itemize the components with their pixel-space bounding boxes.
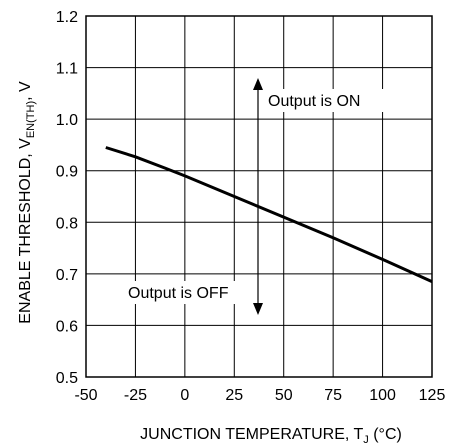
x-tick-label: 100 <box>369 387 396 404</box>
plot-frame <box>85 15 433 378</box>
y-axis-title-unit: , V <box>17 81 34 101</box>
y-tick-label: 1.2 <box>56 9 78 26</box>
y-tick-label: 0.5 <box>56 370 78 387</box>
x-axis-title-sub: J <box>363 434 369 445</box>
threshold-curve <box>105 146 433 283</box>
y-tick-labels: 0.5 0.6 0.7 0.8 0.9 1.0 1.1 1.2 <box>56 9 78 387</box>
y-tick-label: 0.8 <box>56 215 78 232</box>
y-tick-label: 1.0 <box>56 112 78 129</box>
x-axis-title-main: JUNCTION TEMPERATURE, T <box>140 426 363 443</box>
on-label-background <box>264 89 388 112</box>
x-tick-label: 0 <box>180 387 189 404</box>
grid-lines <box>86 16 432 377</box>
y-axis-title-sub: EN(TH) <box>25 101 37 138</box>
output-arrow <box>253 78 263 315</box>
x-tick-label: 25 <box>225 387 243 404</box>
x-tick-label: 75 <box>324 387 342 404</box>
x-tick-labels: -50 -25 0 25 50 75 100 125 <box>74 387 445 404</box>
arrow-down-head <box>253 303 263 315</box>
off-label-background <box>124 281 252 304</box>
arrow-up-head <box>253 78 263 90</box>
x-axis-title-unit: (°C) <box>369 426 402 443</box>
output-on-label: Output is ON <box>268 93 360 110</box>
x-tick-label: 125 <box>419 387 446 404</box>
y-axis-title: ENABLE THRESHOLD, VEN(TH), V <box>17 81 37 324</box>
y-tick-label: 0.9 <box>56 164 78 181</box>
y-tick-label: 0.6 <box>56 318 78 335</box>
output-off-label: Output is OFF <box>128 285 229 302</box>
y-tick-label: 0.7 <box>56 267 78 284</box>
x-tick-label: -50 <box>74 387 97 404</box>
y-axis-title-main: ENABLE THRESHOLD, V <box>17 138 34 324</box>
x-axis-title: JUNCTION TEMPERATURE, TJ (°C) <box>140 426 402 445</box>
y-tick-label: 1.1 <box>56 61 78 78</box>
x-tick-label: -25 <box>124 387 147 404</box>
x-tick-label: 50 <box>275 387 293 404</box>
